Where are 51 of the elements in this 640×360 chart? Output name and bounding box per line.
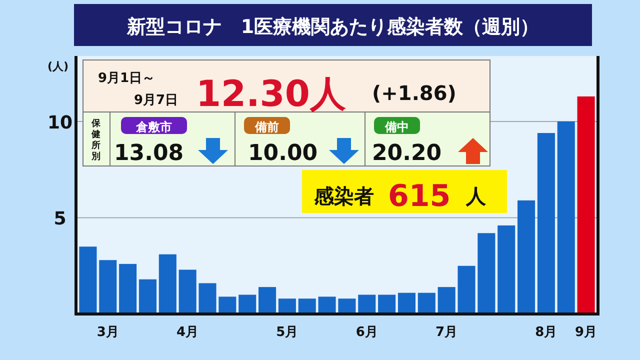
annotation: 13.08 [114, 141, 184, 166]
bar [198, 283, 216, 314]
x-tick-label: 4月 [176, 325, 199, 340]
x-tick-label: 7月 [436, 325, 458, 340]
y-axis-title: (人) [47, 60, 69, 73]
bar [577, 96, 595, 314]
x-tick-label: 6月 [356, 325, 378, 340]
bar [298, 298, 316, 314]
bar [238, 294, 256, 314]
bar [258, 287, 276, 314]
bar [178, 270, 196, 314]
y-tick-label: 10 [47, 112, 73, 134]
bar [498, 225, 516, 314]
x-tick-label: 8月 [535, 325, 558, 340]
annotation: 9月7日 [134, 93, 178, 108]
bar [557, 121, 575, 314]
bar [458, 266, 476, 314]
chart-title: 新型コロナ 1医療機関あたり感染者数（週別） [126, 16, 540, 38]
annotation: (+1.86) [372, 81, 456, 105]
annotation: 9月1日～ [98, 71, 156, 86]
bar [158, 254, 176, 314]
bar [398, 292, 416, 314]
annotation: 備中 [384, 120, 409, 134]
bar [518, 200, 536, 314]
bar [537, 133, 555, 314]
x-tick-label: 3月 [96, 325, 119, 340]
bar [418, 292, 436, 314]
bar [119, 264, 137, 314]
bar [218, 296, 236, 314]
bar [138, 279, 156, 314]
bar [99, 260, 117, 314]
annotation: 12.30人 [196, 74, 346, 115]
y-tick-label: 5 [54, 208, 66, 230]
bar [378, 294, 396, 314]
annotation: 20.20 [372, 141, 442, 166]
annotation: 保健所別 [90, 118, 102, 162]
bar [338, 298, 356, 314]
annotation: 感染者 [313, 184, 374, 208]
annotation: 人 [465, 184, 487, 208]
annotation: 倉敷市 [135, 120, 172, 134]
annotation: 備前 [254, 120, 279, 134]
bar [478, 233, 496, 314]
bar [358, 294, 376, 314]
annotation: 10.00 [248, 141, 318, 166]
bar [79, 246, 97, 314]
x-tick-label: 5月 [276, 325, 298, 340]
annotation: 615 [388, 179, 451, 214]
bar [318, 296, 336, 314]
bar [438, 287, 456, 314]
x-tick-label: 9月 [575, 325, 598, 340]
bar [278, 298, 296, 314]
